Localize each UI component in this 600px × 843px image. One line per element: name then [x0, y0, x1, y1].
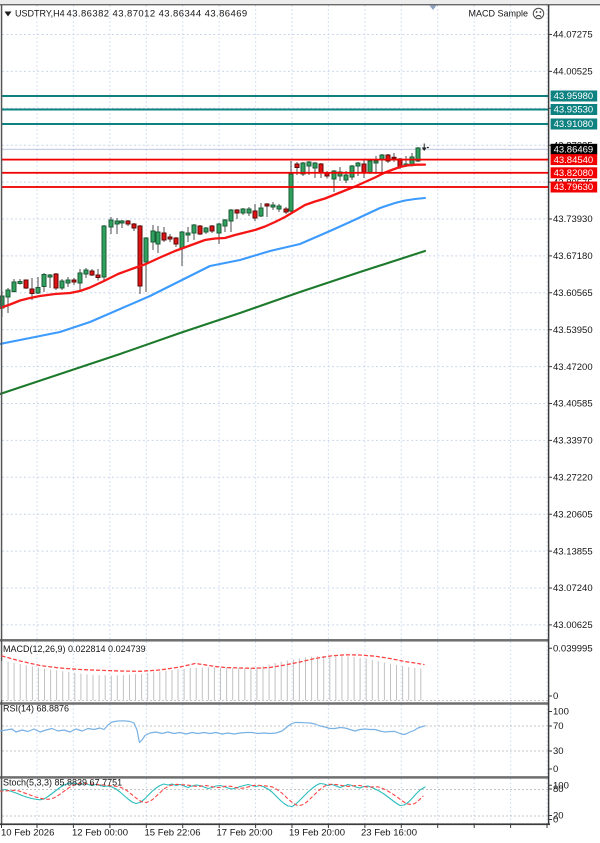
svg-text:43.13855: 43.13855 [553, 546, 593, 557]
svg-text:43.93530: 43.93530 [554, 105, 594, 116]
svg-text:43.00625: 43.00625 [553, 620, 593, 631]
svg-text:43.86469: 43.86469 [554, 145, 594, 156]
svg-text:0: 0 [553, 691, 558, 702]
svg-text:43.27220: 43.27220 [553, 473, 593, 484]
svg-text:43.40585: 43.40585 [553, 399, 593, 410]
svg-text:USDTRY,H4: USDTRY,H4 [15, 9, 65, 19]
svg-text:10 Feb 2026: 10 Feb 2026 [1, 828, 54, 839]
svg-text:43.20605: 43.20605 [553, 509, 593, 520]
svg-text:43.60565: 43.60565 [553, 288, 593, 299]
svg-text:43.91080: 43.91080 [554, 119, 594, 130]
svg-text:43.86382 43.87012 43.86344 43.: 43.86382 43.87012 43.86344 43.86469 [67, 9, 248, 20]
svg-text:MACD(12,26,9) 0.022814 0.02473: MACD(12,26,9) 0.022814 0.024739 [3, 644, 146, 654]
svg-text:44.07275: 44.07275 [553, 30, 593, 41]
svg-text:43.84540: 43.84540 [554, 155, 594, 166]
svg-text:100: 100 [553, 780, 569, 791]
svg-text:Stoch(5,3,3) 85.8839 67.7751: Stoch(5,3,3) 85.8839 67.7751 [3, 778, 122, 788]
svg-text:43.67180: 43.67180 [553, 251, 593, 262]
svg-text:43.82080: 43.82080 [554, 168, 594, 179]
svg-text:43.07240: 43.07240 [553, 583, 593, 594]
svg-text:44.00525: 44.00525 [553, 67, 593, 78]
svg-text:0.039995: 0.039995 [553, 644, 593, 655]
svg-text:17 Feb 20:00: 17 Feb 20:00 [217, 828, 273, 839]
svg-text:43.33970: 43.33970 [553, 436, 593, 447]
svg-text:0: 0 [553, 815, 558, 826]
svg-text:30: 30 [553, 746, 564, 757]
svg-text:43.95980: 43.95980 [554, 91, 594, 102]
svg-text:0: 0 [553, 764, 558, 775]
svg-text:43.79630: 43.79630 [554, 182, 594, 193]
svg-text:MACD Sample: MACD Sample [468, 9, 528, 19]
svg-text:43.53950: 43.53950 [553, 325, 593, 336]
svg-text:12 Feb 00:00: 12 Feb 00:00 [72, 828, 128, 839]
svg-text:70: 70 [553, 721, 564, 732]
svg-text:43.73930: 43.73930 [553, 214, 593, 225]
svg-text:20: 20 [553, 811, 564, 822]
svg-text:19 Feb 20:00: 19 Feb 20:00 [289, 828, 345, 839]
svg-text:15 Feb 22:06: 15 Feb 22:06 [145, 828, 201, 839]
svg-text:RSI(14) 68.8876: RSI(14) 68.8876 [3, 704, 69, 714]
svg-text:23 Feb 16:00: 23 Feb 16:00 [361, 828, 417, 839]
svg-text:43.47200: 43.47200 [553, 362, 593, 373]
svg-text:80: 80 [553, 784, 564, 795]
svg-text:100: 100 [553, 707, 569, 718]
